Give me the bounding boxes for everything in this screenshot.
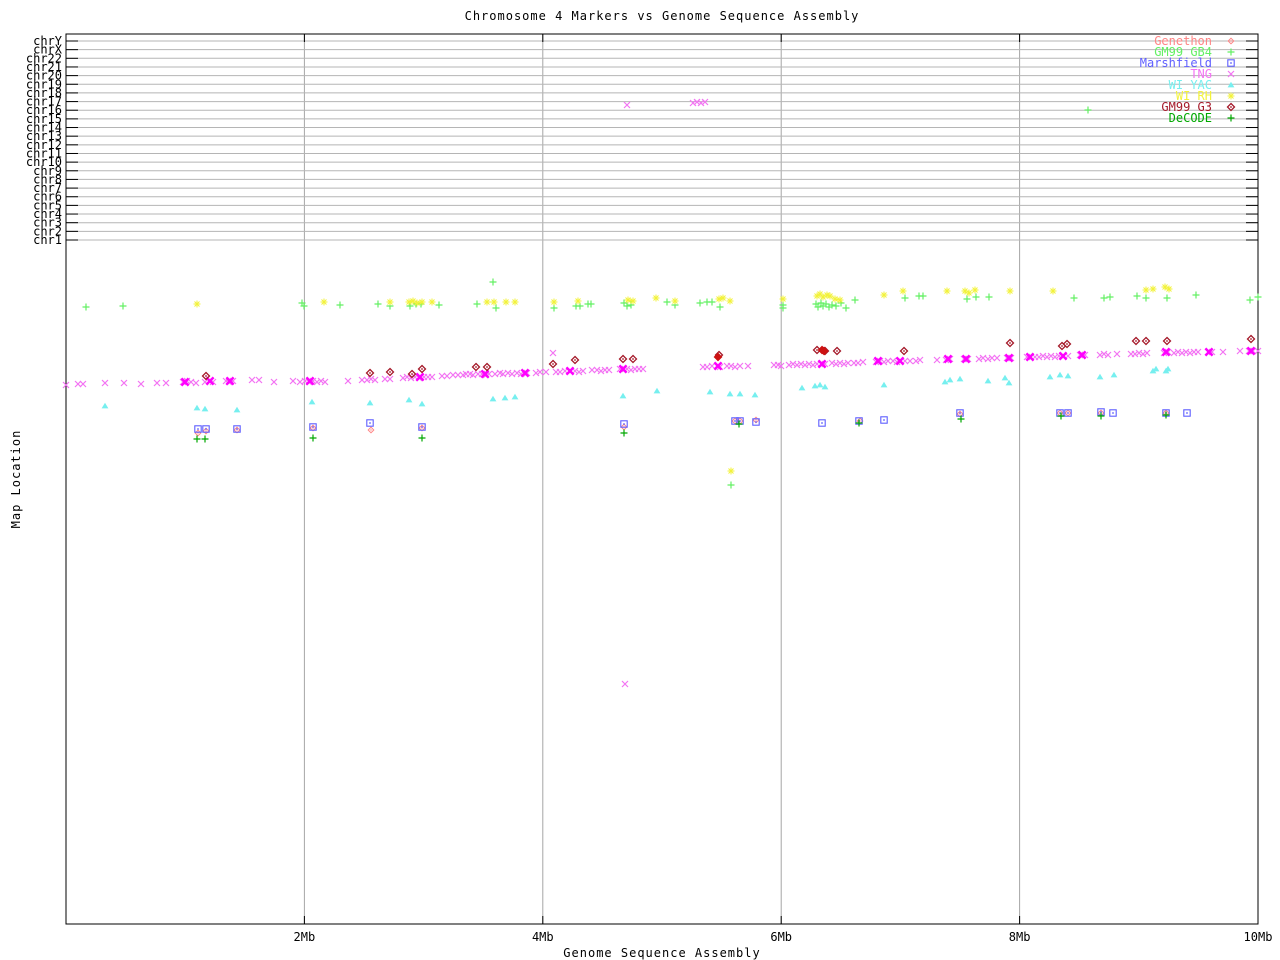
ytick-label-chr5: chr5 [33,198,62,212]
ytick-label-chr12: chr12 [26,138,62,152]
xtick-label-4Mb: 4Mb [532,930,554,944]
ytick-label-chr20: chr20 [26,69,62,83]
gridlines [66,34,1258,924]
ytick-label-chr19: chr19 [26,77,62,91]
ytick-label-chr13: chr13 [26,129,62,143]
series-gm99-g3 [201,334,1256,381]
xtick-label-10Mb: 10Mb [1244,930,1273,944]
ytick-label-chr2: chr2 [33,224,62,238]
series-wi-yac [101,365,1172,413]
legend-label-genethon: Genethon [1154,34,1212,48]
legend-label-tng: TNG [1190,67,1212,81]
ytick-label-chrY: chrY [33,34,63,48]
ytick-label-chr16: chr16 [26,103,62,117]
ytick-label-chr1: chr1 [33,233,62,247]
legend-label-wi-yac: WI YAC [1169,78,1212,92]
legend-label-gm99-gb4: GM99 GB4 [1154,45,1212,59]
ytick-label-chr15: chr15 [26,112,62,126]
series-genethon [194,409,1170,437]
chart-title: Chromosome 4 Markers vs Genome Sequence … [464,9,860,23]
x-axis-ticks: 2Mb 4Mb 6Mb 8Mb 10Mb [294,34,1273,944]
xtick-label-8Mb: 8Mb [1009,930,1031,944]
series-decode [193,411,1170,443]
ytick-label-chr3: chr3 [33,216,62,230]
series-gm99-gb4 [82,106,1262,489]
series-tng [62,98,1262,688]
x-axis-label: Genome Sequence Assembly [563,946,761,960]
ytick-label-chr14: chr14 [26,121,62,135]
ytick-label-chr11: chr11 [26,146,62,160]
ytick-label-chr4: chr4 [33,207,62,221]
series-marshfield [194,408,1191,433]
ytick-label-chrX: chrX [33,43,63,57]
legend-label-gm99-g3: GM99 G3 [1161,100,1212,114]
y-axis-ticks: chrYchrXchr22chr21chr20chr19chr18chr17ch… [26,34,1258,247]
ytick-label-chr10: chr10 [26,155,62,169]
xtick-label-2Mb: 2Mb [294,930,316,944]
legend-label-marshfield: Marshfield [1140,56,1212,70]
ytick-label-chr6: chr6 [33,190,62,204]
ytick-label-chr8: chr8 [33,172,62,186]
ytick-label-chr9: chr9 [33,164,62,178]
ytick-label-chr18: chr18 [26,86,62,100]
legend-label-decode: DeCODE [1169,111,1212,125]
ytick-label-chr7: chr7 [33,181,62,195]
xtick-label-6Mb: 6Mb [770,930,792,944]
ytick-label-chr21: chr21 [26,60,62,74]
plot-frame [65,33,1259,925]
series-wi-rh [193,283,1173,475]
ytick-label-chr22: chr22 [26,51,62,65]
ytick-label-chr17: chr17 [26,95,62,109]
legend-label-wi-rh: WI RH [1176,89,1212,103]
